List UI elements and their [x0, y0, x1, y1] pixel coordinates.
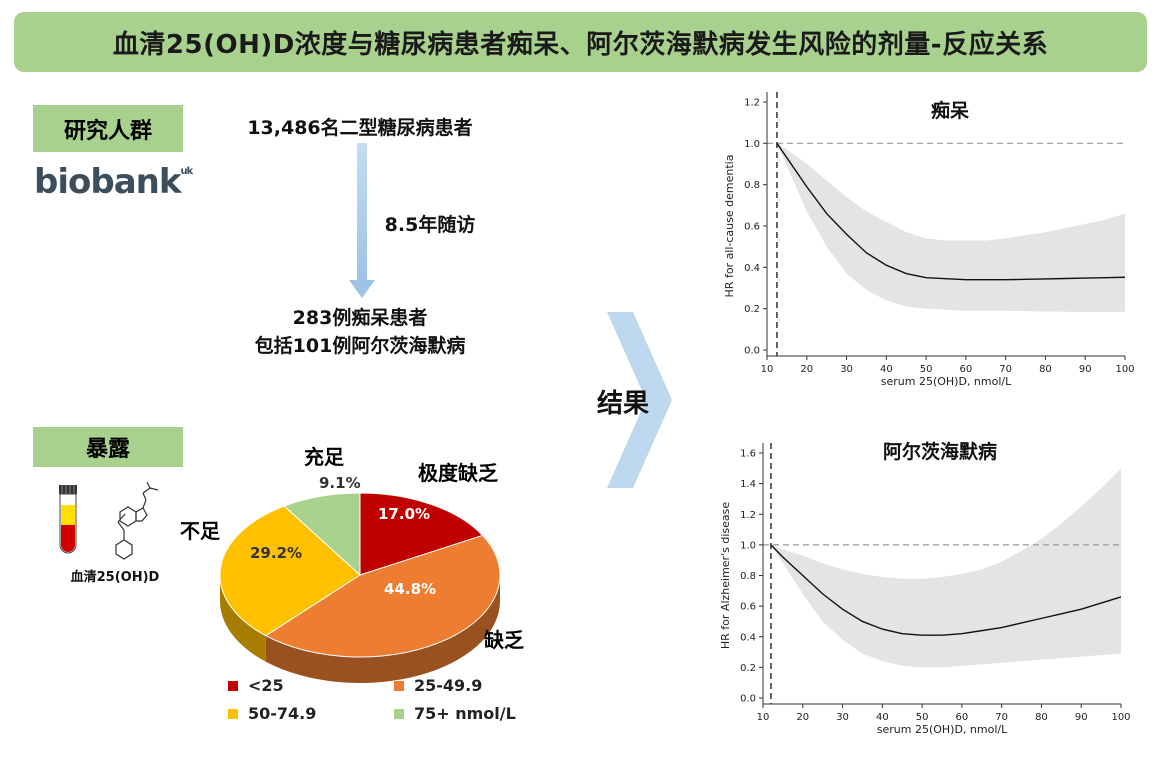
- y-tick-label: 0.0: [744, 346, 760, 357]
- y-tick-label: 1.2: [740, 510, 756, 521]
- x-tick-label: 10: [761, 364, 774, 375]
- exposure-label: 暴露: [33, 427, 183, 467]
- pie-side: [265, 575, 500, 683]
- pie-sides: [220, 575, 500, 683]
- x-tick-label: 40: [880, 364, 893, 375]
- vitamin-d-molecule-icon: [115, 481, 159, 560]
- legend-label: 75+ nmol/L: [414, 704, 516, 723]
- chevron-right-icon: [607, 312, 672, 488]
- x-tick-label: 30: [840, 364, 853, 375]
- confidence-band: [770, 468, 1121, 668]
- x-tick-label: 40: [876, 712, 889, 723]
- x-tick-label: 30: [836, 712, 849, 723]
- pie-slice: [359, 492, 484, 576]
- x-tick-label: 20: [796, 712, 809, 723]
- x-axis-label: serum 25(OH)D, nmol/L: [877, 723, 1008, 736]
- population-text: 13,486名二型糖尿病患者: [247, 117, 473, 139]
- cases-line2: 包括101例阿尔茨海默病: [254, 335, 466, 357]
- legend-label: 50-74.9: [248, 704, 317, 723]
- pie-slice: [219, 505, 361, 637]
- x-tick-label: 90: [1079, 364, 1092, 375]
- pie-top: [219, 492, 501, 658]
- y-tick-label: 1.0: [744, 139, 760, 150]
- pie-value-label-sufficient: 9.1%: [319, 474, 361, 492]
- chart-title: 阿尔茨海默病: [883, 440, 997, 463]
- pie-value-label-deficient: 44.8%: [384, 580, 437, 598]
- y-tick-label: 1.6: [740, 449, 756, 460]
- y-axis-label: HR for all-cause dementia: [723, 155, 736, 298]
- y-axis-label: HR for Alzheimer's disease: [719, 502, 732, 649]
- legend-label: <25: [248, 676, 284, 695]
- pie-side: [220, 575, 266, 662]
- x-tick-label: 60: [960, 364, 973, 375]
- x-tick-label: 100: [1115, 364, 1134, 375]
- y-tick-label: 1.2: [744, 98, 760, 109]
- x-tick-label: 50: [916, 712, 929, 723]
- pie-category-label-sufficient: 充足: [304, 445, 344, 469]
- page-title: 血清25(OH)D浓度与糖尿病患者痴呆、阿尔茨海默病发生风险的剂量-反应关系: [112, 29, 1049, 60]
- legend-swatch: [228, 708, 238, 719]
- y-tick-label: 0.6: [744, 222, 760, 233]
- hr-line: [770, 544, 1122, 636]
- y-tick-label: 0.6: [740, 602, 756, 613]
- y-tick-label: 0.8: [740, 571, 756, 582]
- pie-value-label-insufficient: 29.2%: [250, 544, 303, 562]
- y-tick-label: 1.0: [740, 540, 756, 551]
- chart-title: 痴呆: [931, 99, 969, 122]
- pie-category-label-deficient: 缺乏: [484, 628, 524, 652]
- legend-label: 25-49.9: [414, 676, 483, 695]
- legend-swatch: [228, 680, 238, 691]
- pie-slice: [264, 534, 501, 658]
- x-tick-label: 80: [1039, 364, 1052, 375]
- pie-category-label-severe: 极度缺乏: [418, 461, 498, 485]
- followup-text: 8.5年随访: [384, 214, 476, 236]
- legend-item-sufficient: 75+ nmol/L: [394, 704, 516, 723]
- pie-slice: [283, 492, 361, 577]
- x-tick-label: 20: [800, 364, 813, 375]
- study-population-label: 研究人群: [33, 105, 183, 152]
- x-tick-label: 90: [1075, 712, 1088, 723]
- legend-item-deficient: 25-49.9: [394, 676, 482, 695]
- y-tick-label: 0.2: [744, 304, 760, 315]
- x-tick-label: 100: [1111, 712, 1130, 723]
- y-tick-label: 1.4: [740, 479, 756, 490]
- y-tick-label: 0.8: [744, 180, 760, 191]
- x-tick-label: 70: [995, 712, 1008, 723]
- blood-tube-icon: [59, 485, 77, 554]
- legend-swatch: [394, 680, 404, 691]
- y-tick-label: 0.0: [740, 694, 756, 705]
- x-tick-label: 60: [956, 712, 969, 723]
- x-tick-label: 70: [999, 364, 1012, 375]
- x-tick-label: 50: [920, 364, 933, 375]
- tube-caption: 血清25(OH)D: [70, 570, 160, 585]
- legend-item-insufficient: 50-74.9: [228, 704, 316, 723]
- down-arrow: [349, 143, 375, 298]
- result-label: 结果: [596, 389, 649, 419]
- legend-item-severe: <25: [228, 676, 284, 695]
- x-axis-label: serum 25(OH)D, nmol/L: [881, 375, 1012, 388]
- legend-swatch: [394, 708, 404, 719]
- y-tick-label: 0.4: [744, 263, 760, 274]
- pie-category-label-insufficient: 不足: [180, 519, 220, 543]
- confidence-band: [776, 143, 1125, 312]
- y-tick-label: 0.2: [740, 663, 756, 674]
- pie-value-label-severe: 17.0%: [378, 505, 431, 523]
- y-tick-label: 0.4: [740, 632, 756, 643]
- title-banner: 血清25(OH)D浓度与糖尿病患者痴呆、阿尔茨海默病发生风险的剂量-反应关系: [14, 12, 1147, 72]
- cases-line1: 283例痴呆患者: [292, 307, 428, 329]
- hr-line: [776, 142, 1126, 281]
- x-tick-label: 80: [1035, 712, 1048, 723]
- biobank-logo: biobankuk: [34, 162, 193, 202]
- x-tick-label: 10: [757, 712, 770, 723]
